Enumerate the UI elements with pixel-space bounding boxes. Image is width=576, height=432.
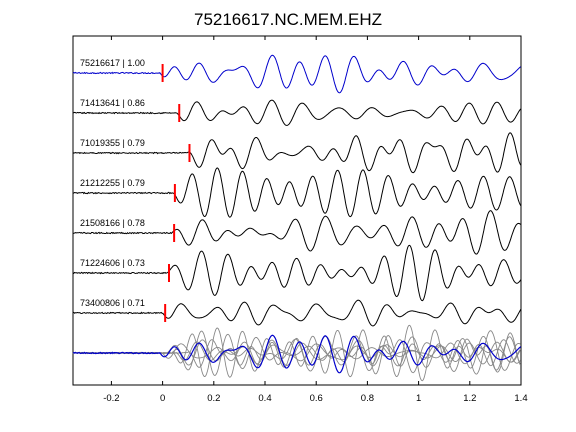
stacked-traces-group [72, 324, 522, 382]
trace-label-21212255: 21212255 | 0.79 [80, 178, 145, 188]
traces-group [72, 54, 522, 327]
trace-line-73400806 [72, 299, 522, 327]
x-tick-label-4: 0.6 [310, 393, 323, 404]
x-tick-label-0: -0.2 [103, 393, 119, 404]
x-tick-label-7: 1.2 [463, 393, 476, 404]
trace-label-71019355: 71019355 | 0.79 [80, 138, 145, 148]
stack-line-75216617 [72, 334, 522, 374]
trace-label-73400806: 73400806 | 0.71 [80, 298, 145, 308]
x-axis: -0.2 0 0.2 0.4 0.6 0.8 1 1.2 1.4 [103, 36, 528, 404]
trace-label-71224606: 71224606 | 0.73 [80, 258, 145, 268]
trace-line-71413641 [72, 99, 522, 126]
trace-line-75216617 [72, 54, 522, 94]
x-tick-label-2: 0.2 [207, 393, 220, 404]
plot-area [72, 35, 522, 386]
x-tick-label-6: 1 [416, 393, 421, 404]
x-tick-label-1: 0 [160, 393, 165, 404]
trace-labels-group: 75216617 | 1.00 71413641 | 0.86 71019355 |… [80, 58, 145, 308]
pick-markers-group [161, 64, 191, 322]
trace-line-71019355 [72, 132, 522, 174]
x-tick-label-8: 1.4 [514, 393, 527, 404]
trace-label-75216617: 75216617 | 1.00 [80, 58, 145, 68]
x-tick-label-3: 0.4 [258, 393, 271, 404]
trace-line-71224606 [72, 244, 522, 302]
trace-line-21212255 [72, 167, 522, 218]
chart-title: 75216617.NC.MEM.EHZ [194, 10, 382, 29]
x-tick-label-5: 0.8 [361, 393, 374, 404]
trace-label-71413641: 71413641 | 0.86 [80, 98, 145, 108]
trace-line-21508166 [72, 210, 522, 255]
trace-label-21508166: 21508166 | 0.78 [80, 218, 145, 228]
